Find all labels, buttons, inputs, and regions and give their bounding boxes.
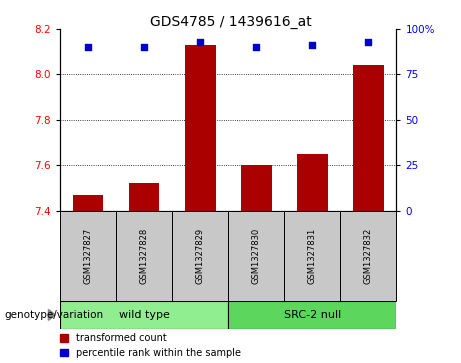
Point: [365, 39, 372, 45]
Text: GSM1327827: GSM1327827: [83, 228, 93, 284]
Bar: [129, 183, 160, 211]
Text: GDS4785 / 1439616_at: GDS4785 / 1439616_at: [150, 15, 311, 29]
Legend: transformed count, percentile rank within the sample: transformed count, percentile rank withi…: [60, 333, 241, 358]
Text: GSM1327828: GSM1327828: [140, 228, 148, 284]
Point: [84, 44, 92, 50]
Text: GSM1327832: GSM1327832: [364, 228, 373, 284]
Text: GSM1327831: GSM1327831: [308, 228, 317, 284]
Bar: [72, 195, 103, 211]
Bar: [340, 211, 396, 301]
Point: [140, 44, 148, 50]
Bar: [228, 301, 396, 329]
Text: wild type: wild type: [118, 310, 170, 320]
Text: GSM1327830: GSM1327830: [252, 228, 261, 284]
Bar: [60, 211, 116, 301]
Polygon shape: [48, 309, 55, 321]
Text: GSM1327829: GSM1327829: [195, 228, 205, 284]
Point: [196, 39, 204, 45]
Bar: [60, 301, 228, 329]
Bar: [172, 211, 228, 301]
Bar: [116, 211, 172, 301]
Text: genotype/variation: genotype/variation: [5, 310, 104, 320]
Bar: [297, 154, 328, 211]
Point: [309, 42, 316, 48]
Bar: [353, 65, 384, 211]
Bar: [241, 165, 272, 211]
Text: SRC-2 null: SRC-2 null: [284, 310, 341, 320]
Point: [253, 44, 260, 50]
Bar: [185, 45, 216, 211]
Bar: [284, 211, 340, 301]
Bar: [228, 211, 284, 301]
